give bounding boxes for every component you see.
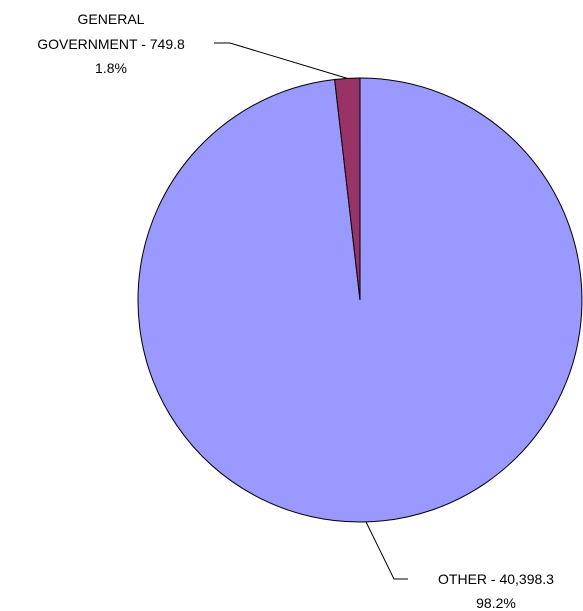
label-general-government-line2: GOVERNMENT - 749.8 <box>37 36 185 52</box>
leader-line-other <box>365 521 408 580</box>
leader-line-general-government <box>214 42 348 79</box>
label-general-government-line1: GENERAL <box>78 11 145 27</box>
label-other-percent: 98.2% <box>476 595 516 611</box>
label-general-government-percent: 1.8% <box>95 60 127 76</box>
label-other-line1: OTHER - 40,398.3 <box>438 571 554 587</box>
slice-labels: GENERAL GOVERNMENT - 749.8 1.8% OTHER - … <box>37 11 554 611</box>
leader-lines <box>214 42 408 580</box>
pie-slices <box>137 77 583 523</box>
